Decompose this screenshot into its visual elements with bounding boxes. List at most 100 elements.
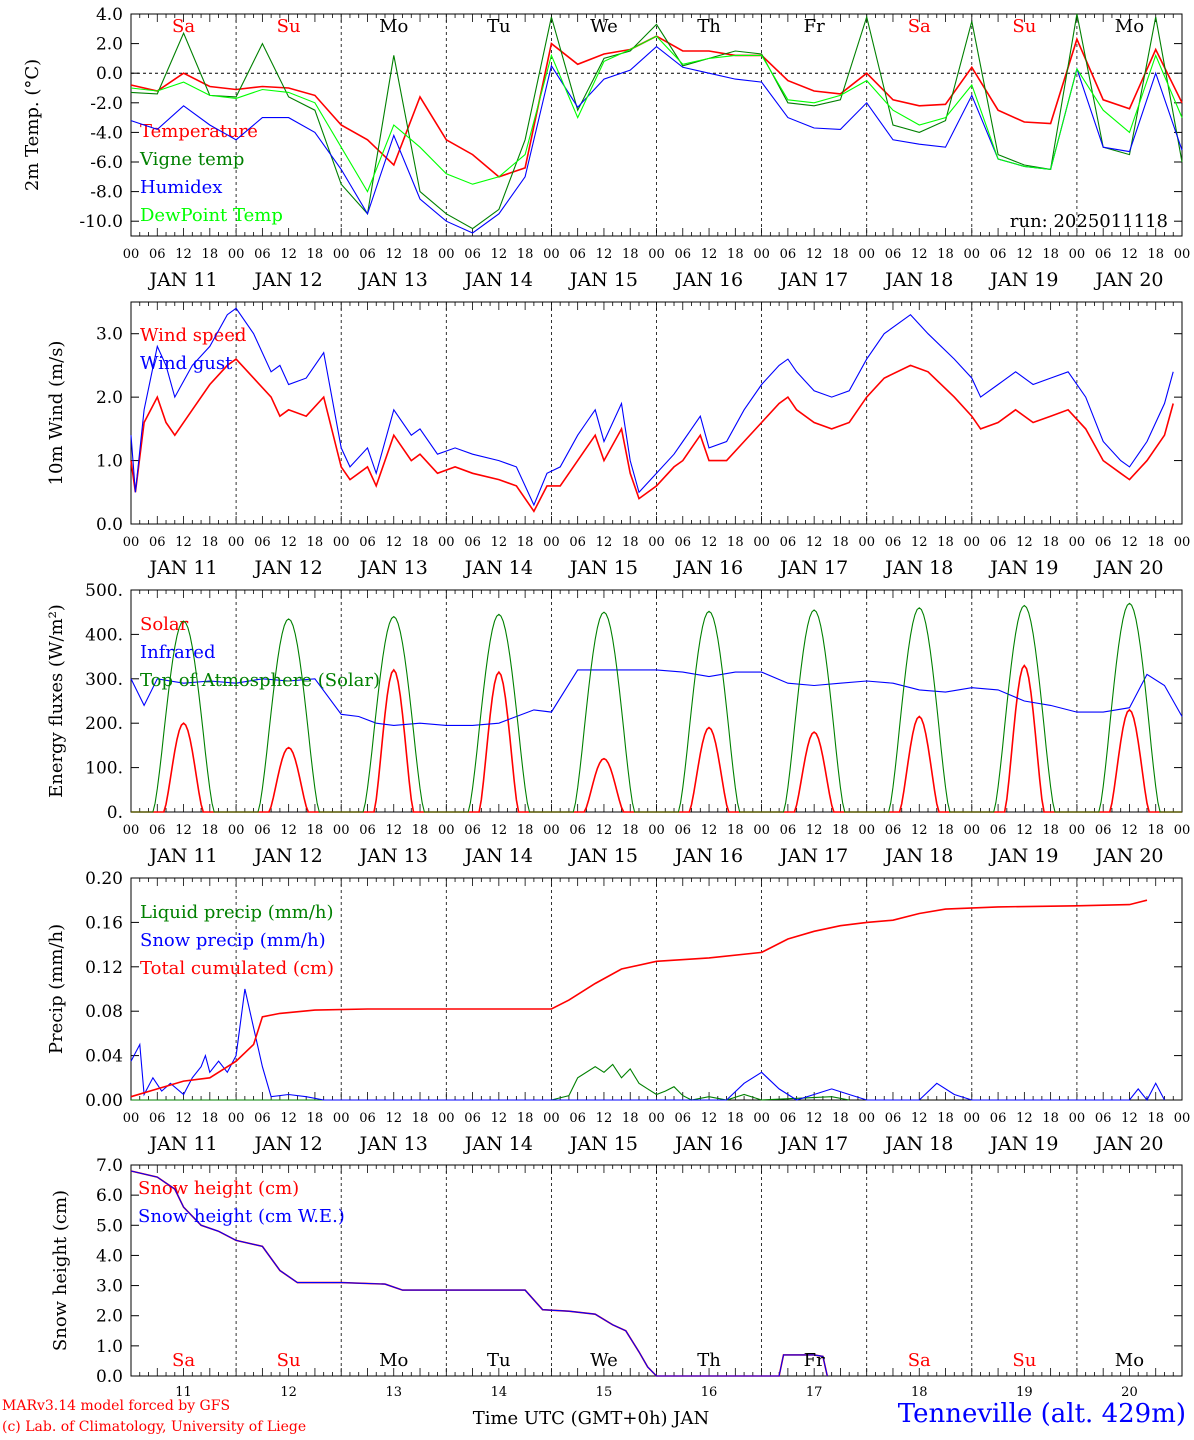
hour-tick-label: 18 [937, 1111, 954, 1126]
y-tick-label: 0.12 [85, 958, 123, 978]
weekday-label: Mo [1115, 1350, 1144, 1371]
hour-tick-label: 00 [1174, 535, 1191, 550]
legend-entry: Total cumulated (cm) [140, 958, 334, 979]
hour-tick-label: 06 [1095, 1111, 1112, 1126]
series-line-2 [131, 602, 1182, 813]
hour-tick-label: 00 [753, 535, 770, 550]
hour-tick-label: 12 [385, 247, 402, 262]
weekday-label: Su [277, 1350, 301, 1371]
hour-tick-label: 06 [990, 247, 1007, 262]
hour-tick-label: 00 [753, 247, 770, 262]
day-number-label: 19 [1016, 1385, 1033, 1400]
y-axis-label: Precip (mm/h) [46, 924, 67, 1054]
hour-tick-label: 06 [780, 1111, 797, 1126]
hour-tick-label: 12 [1121, 247, 1138, 262]
hour-tick-label: 00 [123, 823, 140, 838]
series-line-1 [130, 13, 1183, 230]
hour-tick-label: 18 [937, 247, 954, 262]
hour-tick-label: 06 [675, 823, 692, 838]
y-tick-label: 0.16 [85, 913, 123, 933]
day-label: JAN 11 [147, 845, 217, 867]
hour-tick-label: 06 [254, 535, 271, 550]
y-tick-label: 1.0 [96, 1337, 123, 1357]
day-label: JAN 19 [988, 845, 1058, 867]
hour-tick-label: 12 [280, 823, 297, 838]
hour-tick-label: 18 [622, 247, 639, 262]
y-tick-label: 4.0 [96, 5, 123, 25]
weekday-label: Th [697, 1350, 721, 1371]
hour-tick-label: 06 [569, 535, 586, 550]
y-tick-label: -6.0 [90, 153, 123, 173]
hour-tick-label: 06 [1095, 247, 1112, 262]
hour-tick-label: 18 [727, 823, 744, 838]
hour-tick-label: 00 [123, 535, 140, 550]
hour-tick-label: 06 [464, 1111, 481, 1126]
hour-tick-label: 18 [202, 247, 219, 262]
y-tick-label: -4.0 [90, 123, 123, 143]
day-number-label: 14 [491, 1385, 508, 1400]
hour-tick-label: 18 [202, 535, 219, 550]
day-number-label: 20 [1121, 1385, 1138, 1400]
day-label: JAN 14 [463, 269, 533, 291]
hour-tick-label: 06 [990, 1111, 1007, 1126]
day-label: JAN 12 [253, 557, 323, 579]
y-tick-label: 4.0 [96, 1246, 123, 1266]
hour-tick-label: 12 [701, 535, 718, 550]
legend-entry: Temperature [140, 121, 258, 142]
y-axis-label: Energy fluxes (W/m²) [46, 604, 67, 798]
hour-tick-label: 06 [990, 535, 1007, 550]
hour-tick-label: 06 [885, 823, 902, 838]
y-tick-label: 0.04 [85, 1047, 123, 1067]
y-tick-label: 0.0 [96, 1367, 123, 1387]
hour-tick-label: 00 [858, 823, 875, 838]
hour-tick-label: 18 [307, 823, 324, 838]
hour-tick-label: 00 [333, 823, 350, 838]
hour-tick-label: 12 [1016, 247, 1033, 262]
station-title: Tenneville (alt. 429m) [897, 1399, 1186, 1429]
hour-tick-label: 12 [280, 1111, 297, 1126]
hour-tick-label: 12 [1121, 1111, 1138, 1126]
weekday-label: Sa [908, 16, 931, 37]
y-tick-label: 400. [85, 625, 123, 645]
hour-tick-label: 06 [254, 247, 271, 262]
hour-tick-label: 06 [464, 823, 481, 838]
hour-tick-label: 00 [1069, 823, 1086, 838]
y-tick-label: 3.0 [96, 1277, 123, 1297]
hour-tick-label: 18 [1147, 535, 1164, 550]
hour-tick-label: 00 [228, 1111, 245, 1126]
hour-tick-label: 12 [596, 535, 613, 550]
hour-tick-label: 18 [727, 535, 744, 550]
y-tick-label: -10.0 [79, 212, 123, 232]
y-tick-label: 0.00 [85, 1091, 123, 1111]
hour-tick-label: 00 [648, 823, 665, 838]
hour-tick-label: 06 [149, 1111, 166, 1126]
legend-entry: Humidex [140, 177, 222, 198]
hour-tick-label: 06 [149, 535, 166, 550]
weekday-label: We [590, 1350, 618, 1371]
hour-tick-label: 18 [1147, 1111, 1164, 1126]
hour-tick-label: 06 [885, 247, 902, 262]
hour-tick-label: 12 [911, 823, 928, 838]
hour-tick-label: 06 [359, 1111, 376, 1126]
legend-entry: Infrared [140, 642, 215, 663]
hour-tick-label: 00 [858, 535, 875, 550]
hour-tick-label: 00 [648, 535, 665, 550]
day-label: JAN 20 [1093, 845, 1163, 867]
hour-tick-label: 00 [858, 247, 875, 262]
day-number-label: 13 [385, 1385, 402, 1400]
hour-tick-label: 12 [280, 535, 297, 550]
hour-tick-label: 06 [675, 535, 692, 550]
day-number-label: 15 [596, 1385, 613, 1400]
day-label: JAN 18 [883, 269, 953, 291]
y-tick-label: 500. [85, 581, 123, 601]
y-tick-label: 2.0 [96, 388, 123, 408]
hour-tick-label: 06 [780, 535, 797, 550]
hour-tick-label: 00 [753, 1111, 770, 1126]
hour-tick-label: 06 [254, 823, 271, 838]
hour-tick-label: 18 [1042, 1111, 1059, 1126]
hour-tick-label: 12 [491, 1111, 508, 1126]
hour-tick-label: 00 [333, 535, 350, 550]
hour-tick-label: 00 [964, 1111, 981, 1126]
hour-tick-label: 06 [359, 247, 376, 262]
